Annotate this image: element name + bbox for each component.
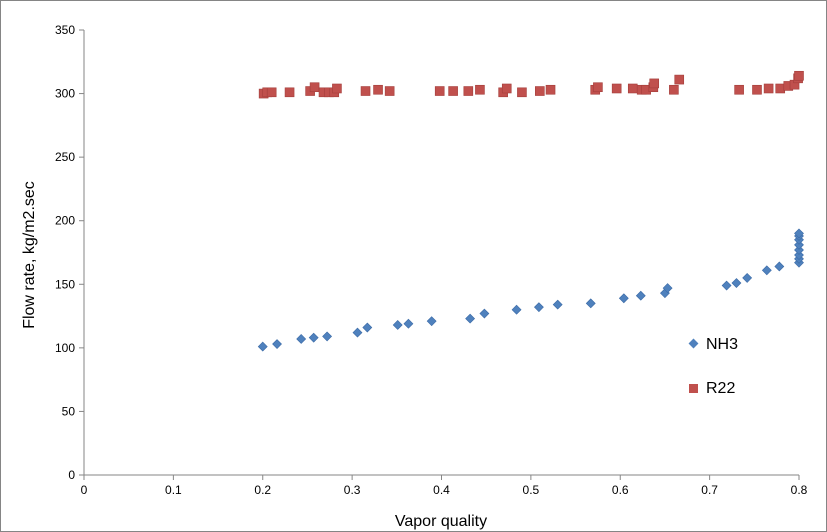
legend-label-nh3: NH3 xyxy=(706,336,738,353)
y-tick-label: 100 xyxy=(55,341,75,355)
y-tick-label: 50 xyxy=(62,404,76,418)
legend-label-r22: R22 xyxy=(706,380,735,397)
data-point-r22 xyxy=(763,83,774,94)
data-point-r22 xyxy=(448,86,458,96)
data-point-r22 xyxy=(669,84,679,95)
legend-marker-nh3 xyxy=(688,338,699,349)
data-point-nh3 xyxy=(352,327,363,338)
data-point-nh3 xyxy=(403,318,414,329)
data-point-nh3 xyxy=(362,322,373,333)
data-point-nh3 xyxy=(662,283,673,294)
x-tick-label: 0.8 xyxy=(791,483,808,497)
series-layer xyxy=(257,70,804,352)
data-point-nh3 xyxy=(585,298,596,309)
data-point-nh3 xyxy=(618,293,629,304)
data-point-r22 xyxy=(463,86,474,96)
data-point-nh3 xyxy=(742,273,753,283)
data-point-nh3 xyxy=(721,280,732,291)
series-nh3 xyxy=(257,228,804,352)
data-point-nh3 xyxy=(731,278,742,288)
data-point-r22 xyxy=(266,87,277,98)
legend-marker-r22 xyxy=(689,384,698,393)
x-tick-labels: 0 0.1 0.2 0.3 0.4 0.5 0.6 0.7 0.8 xyxy=(81,483,808,497)
x-axis xyxy=(83,474,800,480)
x-tick-label: 0.2 xyxy=(254,483,271,497)
y-tick-label: 300 xyxy=(55,87,75,101)
data-point-r22 xyxy=(734,84,744,95)
data-point-r22 xyxy=(373,84,383,95)
data-point-r22 xyxy=(775,83,786,94)
data-point-r22 xyxy=(434,86,445,96)
x-tick-label: 0.1 xyxy=(165,483,182,497)
data-point-nh3 xyxy=(426,316,437,327)
data-point-r22 xyxy=(475,84,485,95)
data-point-r22 xyxy=(674,74,685,85)
data-point-r22 xyxy=(752,84,762,95)
y-axis-title: Flow rate, kg/m2.sec xyxy=(21,181,38,329)
data-point-nh3 xyxy=(308,332,319,343)
data-point-r22 xyxy=(517,87,527,98)
y-tick-label: 0 xyxy=(68,468,75,482)
data-point-nh3 xyxy=(272,339,282,349)
data-point-r22 xyxy=(627,83,638,94)
data-point-nh3 xyxy=(794,239,804,250)
data-point-r22 xyxy=(649,78,660,89)
data-point-nh3 xyxy=(794,245,804,255)
data-point-nh3 xyxy=(761,265,772,276)
data-point-nh3 xyxy=(635,290,646,301)
data-point-r22 xyxy=(535,86,545,96)
y-tick-label: 250 xyxy=(55,150,75,164)
legend-item-r22: R22 xyxy=(689,380,735,397)
data-point-nh3 xyxy=(794,228,804,239)
x-tick-label: 0.3 xyxy=(344,483,361,497)
series-r22 xyxy=(258,70,804,99)
data-point-nh3 xyxy=(774,261,785,272)
legend: NH3 R22 xyxy=(688,336,738,397)
x-axis-title: Vapor quality xyxy=(395,513,487,530)
data-point-nh3 xyxy=(392,320,403,330)
y-tick-label: 200 xyxy=(55,214,75,228)
data-point-nh3 xyxy=(296,334,307,344)
data-point-r22 xyxy=(501,83,512,94)
data-point-r22 xyxy=(593,82,603,93)
data-point-r22 xyxy=(794,70,804,81)
data-point-r22 xyxy=(384,86,395,96)
x-tick-label: 0.4 xyxy=(433,483,450,497)
data-point-nh3 xyxy=(533,302,544,313)
data-point-nh3 xyxy=(479,308,490,319)
data-point-r22 xyxy=(611,83,622,94)
x-tick-label: 0.7 xyxy=(701,483,718,497)
y-axis xyxy=(79,29,85,476)
data-point-r22 xyxy=(309,82,320,93)
legend-item-nh3: NH3 xyxy=(688,336,738,353)
data-point-nh3 xyxy=(552,299,563,310)
data-point-nh3 xyxy=(511,304,522,315)
data-point-r22 xyxy=(332,83,342,94)
y-tick-labels: 0 50 100 150 200 250 300 350 xyxy=(55,23,75,482)
data-point-nh3 xyxy=(465,313,476,324)
data-point-nh3 xyxy=(322,331,333,342)
x-tick-label: 0 xyxy=(81,483,88,497)
y-tick-label: 150 xyxy=(55,277,75,291)
data-point-r22 xyxy=(545,84,556,95)
data-point-nh3 xyxy=(257,341,268,352)
data-point-r22 xyxy=(284,87,295,98)
data-point-r22 xyxy=(360,86,371,96)
x-tick-label: 0.5 xyxy=(523,483,540,497)
data-point-nh3 xyxy=(794,250,804,260)
y-tick-label: 350 xyxy=(55,23,75,37)
x-tick-label: 0.6 xyxy=(612,483,629,497)
